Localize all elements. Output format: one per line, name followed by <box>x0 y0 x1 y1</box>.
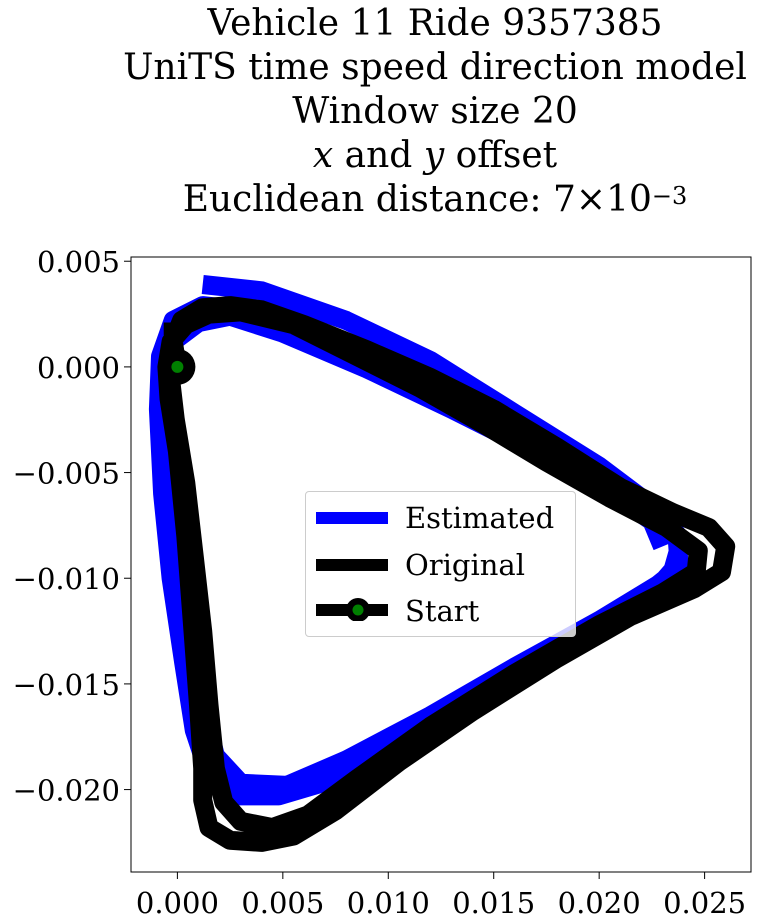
x-tick-label: 0.005 <box>241 886 324 920</box>
plot-area <box>148 275 736 852</box>
title-line-4: x and y offset <box>60 134 773 178</box>
legend-entry-estimated: Estimated <box>306 498 575 538</box>
y-tick-label: 0.005 <box>37 245 120 279</box>
y-tick-label: 0.000 <box>37 351 120 385</box>
title-offset-word: offset <box>455 135 558 176</box>
title-line-3: Window size 20 <box>292 91 578 132</box>
y-tick-label: −0.015 <box>13 668 120 702</box>
y-tick-label: −0.005 <box>13 457 120 491</box>
legend-entry-original: Original <box>306 545 575 585</box>
title-distance-times: × <box>575 179 607 220</box>
x-tick-label: 0.010 <box>347 886 430 920</box>
title-line-1: Vehicle 11 Ride 9357385 <box>207 3 663 44</box>
legend-swatch-start <box>316 598 388 621</box>
title-distance-mantissa: 7 <box>553 179 576 220</box>
legend-label-estimated: Estimated <box>405 501 555 535</box>
title-line-5: Euclidean distance: 7×10−3 <box>60 178 773 222</box>
legend-swatch-estimated <box>316 512 388 524</box>
title-distance-base: 10 <box>606 179 652 220</box>
legend: Estimated Original Start <box>305 491 576 637</box>
x-tick-label: 0.025 <box>663 886 746 920</box>
title-and: and <box>344 135 413 176</box>
chart-title: Vehicle 11 Ride 9357385 UniTS time speed… <box>60 2 773 222</box>
legend-swatch-original <box>316 559 388 571</box>
x-tick-label: 0.020 <box>558 886 641 920</box>
x-tick-label: 0.000 <box>136 886 219 920</box>
y-tick-label: −0.010 <box>13 562 120 596</box>
legend-entry-start: Start <box>306 591 575 631</box>
legend-label-start: Start <box>405 594 480 628</box>
title-line-2: UniTS time speed direction model <box>123 47 747 88</box>
title-distance-exponent: −3 <box>651 182 688 210</box>
title-y-var: y <box>423 135 445 176</box>
plot-frame <box>130 256 752 873</box>
x-axis: 0.000 0.005 0.010 0.015 0.020 0.025 <box>136 872 746 920</box>
title-x-var: x <box>312 135 334 176</box>
y-axis: 0.005 0.000 −0.005 −0.010 −0.015 −0.020 <box>13 245 131 808</box>
legend-label-original: Original <box>405 548 525 582</box>
y-tick-label: −0.020 <box>13 774 120 808</box>
x-tick-label: 0.015 <box>452 886 535 920</box>
title-distance-prefix: Euclidean distance: <box>182 179 553 220</box>
series-line-original <box>157 296 736 852</box>
start-marker <box>171 360 184 373</box>
